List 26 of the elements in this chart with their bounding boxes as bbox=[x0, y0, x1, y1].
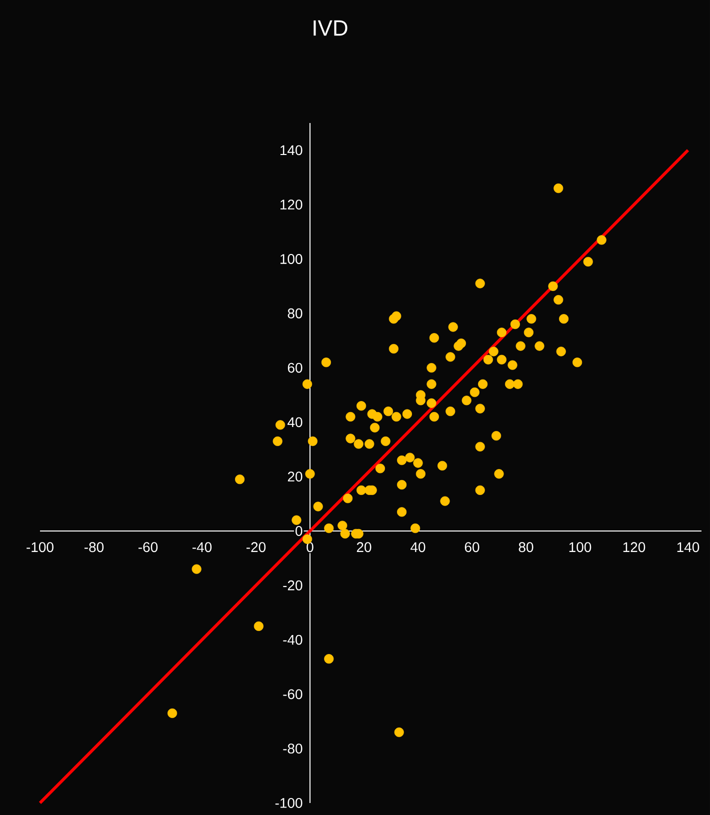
y-tick-label: 60 bbox=[288, 362, 302, 373]
y-tick-label: 20 bbox=[288, 472, 302, 482]
x-tick-label: 120 bbox=[623, 542, 646, 552]
x-tick-label: -20 bbox=[246, 542, 266, 552]
x-tick-label: 100 bbox=[569, 542, 592, 552]
x-tick-label: -100 bbox=[26, 542, 54, 552]
y-tick-label: -80 bbox=[283, 744, 302, 754]
x-tick-label: 20 bbox=[356, 542, 372, 552]
x-tick-label: 80 bbox=[518, 542, 534, 552]
y-tick-label: 0 bbox=[296, 526, 302, 536]
x-tick-label: -60 bbox=[138, 542, 158, 552]
y-tick-label: -100 bbox=[275, 798, 302, 808]
y-tick-label: 100 bbox=[280, 254, 302, 264]
y-tick-label: -20 bbox=[283, 580, 302, 590]
y-tick-label: 80 bbox=[288, 308, 302, 318]
y-tick-label: -60 bbox=[283, 689, 302, 700]
y-tick-label: 40 bbox=[288, 417, 302, 428]
x-tick-label: 40 bbox=[410, 542, 426, 552]
x-tick-label: 60 bbox=[464, 542, 480, 552]
y-tick-label: -40 bbox=[283, 634, 302, 645]
chart-title: IVD bbox=[314, 20, 348, 36]
y-tick-label: 140 bbox=[280, 145, 302, 156]
x-tick-label: -40 bbox=[192, 542, 212, 552]
x-tick-label: 140 bbox=[677, 542, 700, 552]
y-tick-label: 120 bbox=[280, 200, 302, 210]
x-tick-label: -80 bbox=[84, 542, 104, 552]
